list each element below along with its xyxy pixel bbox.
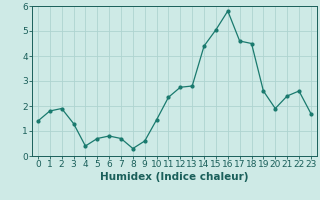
X-axis label: Humidex (Indice chaleur): Humidex (Indice chaleur) [100, 172, 249, 182]
